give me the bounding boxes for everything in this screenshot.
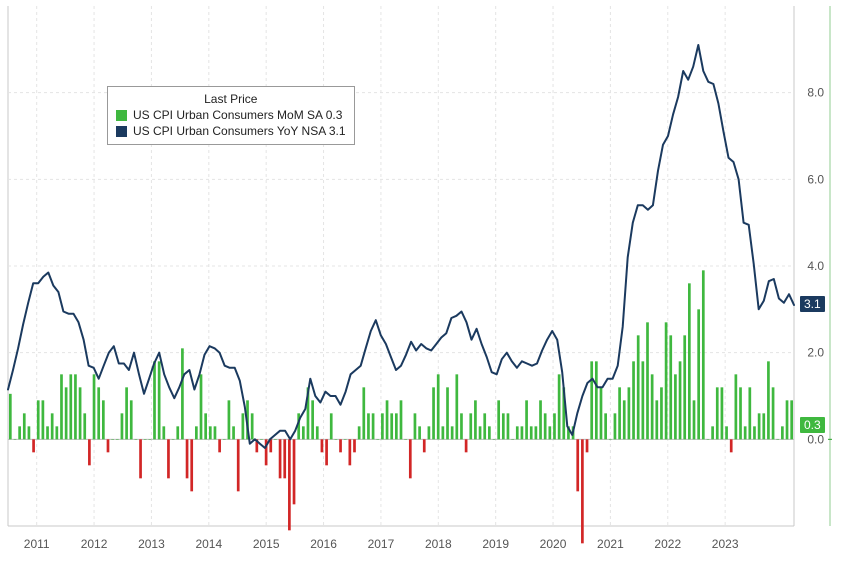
legend-item-yoy: US CPI Urban Consumers YoY NSA 3.1 <box>116 123 346 139</box>
svg-text:2015: 2015 <box>253 537 280 551</box>
chart-svg: 0.0 2.0 4.0 6.0 8.0 2011 2012 2013 2014 2015 2016 2… <box>0 0 848 563</box>
svg-text:2020: 2020 <box>540 537 567 551</box>
svg-text:2023: 2023 <box>712 537 739 551</box>
svg-text:2019: 2019 <box>482 537 509 551</box>
svg-text:2021: 2021 <box>597 537 624 551</box>
legend-swatch-yoy <box>116 126 127 137</box>
legend-label-mom: US CPI Urban Consumers MoM SA 0.3 <box>133 107 342 123</box>
svg-text:2013: 2013 <box>138 537 165 551</box>
value-flag-yoy: 3.1 <box>800 296 825 312</box>
cpi-chart: 0.0 2.0 4.0 6.0 8.0 2011 2012 2013 2014 2015 2016 2… <box>0 0 848 563</box>
legend: Last Price US CPI Urban Consumers MoM SA… <box>107 86 355 145</box>
svg-text:2012: 2012 <box>81 537 108 551</box>
svg-text:2016: 2016 <box>310 537 337 551</box>
svg-text:2.0: 2.0 <box>807 346 824 360</box>
legend-label-yoy: US CPI Urban Consumers YoY NSA 3.1 <box>133 123 346 139</box>
svg-text:0.0: 0.0 <box>807 432 824 446</box>
svg-text:4.0: 4.0 <box>807 259 824 273</box>
svg-text:2011: 2011 <box>24 537 50 551</box>
svg-text:2017: 2017 <box>368 537 395 551</box>
svg-text:8.0: 8.0 <box>807 86 824 100</box>
svg-text:2022: 2022 <box>654 537 681 551</box>
svg-text:2014: 2014 <box>195 537 222 551</box>
legend-item-mom: US CPI Urban Consumers MoM SA 0.3 <box>116 107 346 123</box>
svg-text:6.0: 6.0 <box>807 172 824 186</box>
svg-text:2018: 2018 <box>425 537 452 551</box>
legend-swatch-mom <box>116 110 127 121</box>
value-flag-mom: 0.3 <box>800 417 825 433</box>
legend-title: Last Price <box>116 91 346 107</box>
